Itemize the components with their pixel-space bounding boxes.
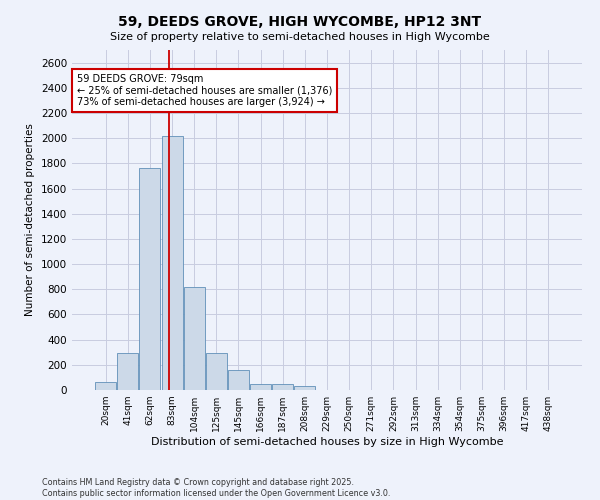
Text: Contains HM Land Registry data © Crown copyright and database right 2025.
Contai: Contains HM Land Registry data © Crown c… [42,478,391,498]
Bar [228,370,249,390]
Bar [250,384,271,390]
Bar [184,286,205,390]
Bar [95,382,116,390]
Y-axis label: Number of semi-detached properties: Number of semi-detached properties [25,124,35,316]
Text: Size of property relative to semi-detached houses in High Wycombe: Size of property relative to semi-detach… [110,32,490,42]
Text: 59 DEEDS GROVE: 79sqm
← 25% of semi-detached houses are smaller (1,376)
73% of s: 59 DEEDS GROVE: 79sqm ← 25% of semi-deta… [77,74,332,107]
Bar [206,354,227,390]
Bar [295,386,316,390]
Bar [139,168,160,390]
Bar [118,353,139,390]
X-axis label: Distribution of semi-detached houses by size in High Wycombe: Distribution of semi-detached houses by … [151,437,503,447]
Text: 59, DEEDS GROVE, HIGH WYCOMBE, HP12 3NT: 59, DEEDS GROVE, HIGH WYCOMBE, HP12 3NT [118,15,482,29]
Bar [161,136,182,390]
Bar [272,384,293,390]
